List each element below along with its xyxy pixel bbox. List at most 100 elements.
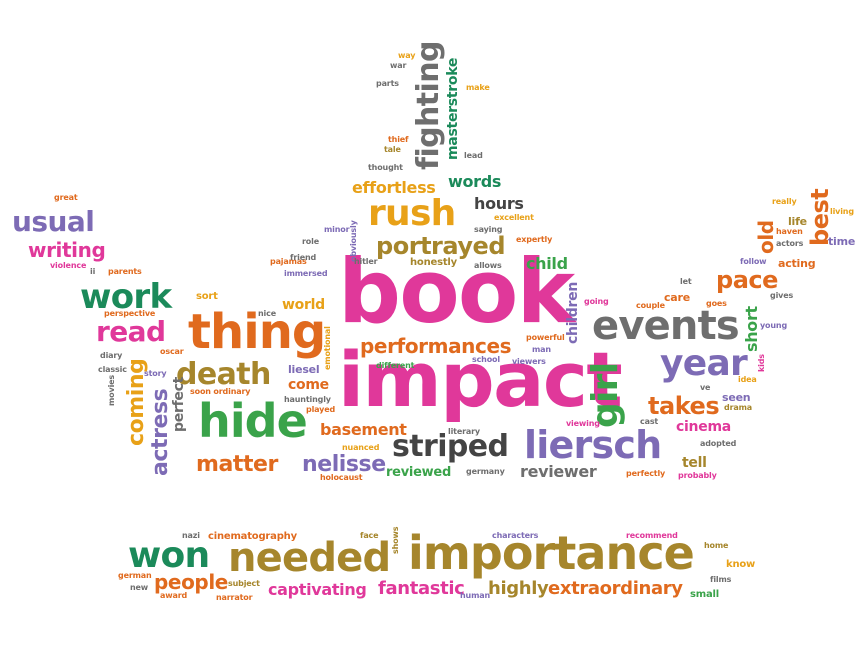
word-soon-ordinary: soon ordinary [190, 387, 251, 396]
word-world: world [282, 297, 325, 313]
word-home: home [704, 541, 729, 550]
word-goes: goes [706, 299, 727, 308]
word-films: films [710, 575, 732, 584]
word-extraordinary: extraordinary [548, 578, 683, 599]
word-care: care [664, 291, 690, 304]
word-highly: highly [488, 578, 549, 599]
word-tell: tell [682, 455, 707, 471]
word-seen: seen [722, 391, 751, 404]
word-child: child [526, 254, 568, 273]
word-new: new [130, 583, 149, 592]
word-impact: impact [338, 335, 623, 424]
word-reviewer: reviewer [520, 462, 597, 481]
word-year: year [660, 343, 748, 384]
word-acting: acting [778, 257, 816, 270]
word-cinematography: cinematography [208, 531, 297, 542]
word-portrayed: portrayed [376, 232, 506, 260]
word-thief: thief [388, 135, 409, 144]
word-recommend: recommend [626, 531, 678, 540]
word-know: know [726, 559, 756, 570]
word-going: going [584, 297, 609, 306]
word-book: book [338, 240, 575, 343]
word-reviewed: reviewed [386, 465, 452, 480]
word-fighting: fighting [411, 41, 446, 170]
word-nice: nice [258, 309, 276, 318]
word-kids: kids [757, 354, 766, 372]
word-hide: hide [198, 394, 308, 448]
word-performances: performances [360, 334, 512, 358]
word-matter: matter [196, 452, 278, 477]
word-thought: thought [368, 163, 403, 172]
word-cinema: cinema [676, 419, 731, 435]
word-lead: lead [464, 151, 483, 160]
word-idea: idea [738, 375, 757, 384]
word-germany: germany [466, 467, 505, 476]
word-minor: minor [324, 225, 350, 234]
word-school: school [472, 355, 500, 364]
word-viewers: viewers [512, 357, 546, 366]
word-obviously: obviously [349, 220, 358, 262]
word-read: read [96, 315, 166, 348]
word-pace: pace [716, 266, 778, 294]
word-saying: saying [474, 225, 503, 234]
word-subject: subject [228, 579, 260, 588]
word-award: award [160, 591, 188, 600]
word-story: story [144, 369, 167, 378]
word-face: face [360, 531, 379, 540]
word-couple: couple [636, 301, 665, 310]
word-perfectly: perfectly [626, 469, 666, 478]
word-ve: ve [700, 383, 711, 392]
word-thing: thing [188, 304, 326, 360]
word-oscar: oscar [160, 347, 184, 356]
word-events: events [592, 303, 740, 349]
word-really: really [772, 197, 797, 206]
word-human: human [460, 591, 491, 600]
word-ii: ii [90, 267, 96, 276]
word-short: short [742, 306, 761, 352]
word-parents: parents [108, 267, 142, 276]
word-children: children [565, 281, 581, 344]
word-drama: drama [724, 403, 753, 412]
word-immersed: immersed [284, 269, 328, 278]
word-usual: usual [12, 205, 95, 238]
word-death: death [176, 357, 271, 392]
word-captivating: captivating [268, 580, 367, 599]
word-nuanced: nuanced [342, 443, 380, 452]
word-honestly: honestly [410, 257, 457, 268]
word-fantastic: fantastic [378, 578, 465, 599]
word-let: let [680, 277, 692, 286]
word-young: young [760, 321, 788, 330]
word-won: won [128, 535, 210, 576]
word-emotional: emotional [323, 326, 332, 370]
word-hours: hours [474, 194, 524, 213]
word-war: war [390, 61, 407, 70]
word-probably: probably [678, 471, 717, 480]
word-hitler: hitler [354, 257, 378, 266]
word-needed: needed [228, 535, 391, 581]
word-great: great [54, 193, 78, 202]
word-come: come [288, 377, 329, 393]
word-german: german [118, 571, 152, 580]
word-work: work [80, 277, 172, 317]
word-man: man [532, 345, 551, 354]
word-make: make [466, 83, 490, 92]
word-gives: gives [770, 291, 794, 300]
word-rush: rush [368, 193, 456, 234]
word-liesel: liesel [288, 363, 320, 376]
word-words: words [448, 172, 502, 191]
word-role: role [302, 237, 319, 246]
word-powerful: powerful [526, 333, 565, 342]
word-follow: follow [740, 257, 767, 266]
word-expertly: expertly [516, 235, 553, 244]
word-perspective: perspective [104, 309, 156, 318]
word-striped: striped [392, 429, 509, 464]
word-narrator: narrator [216, 593, 253, 602]
word-sort: sort [196, 291, 218, 302]
word-tale: tale [384, 145, 401, 154]
word-characters: characters [492, 531, 539, 540]
word-classic: classic [98, 365, 127, 374]
word-played: played [306, 405, 336, 414]
word-basement: basement [320, 420, 407, 439]
word-time: time [828, 235, 856, 248]
